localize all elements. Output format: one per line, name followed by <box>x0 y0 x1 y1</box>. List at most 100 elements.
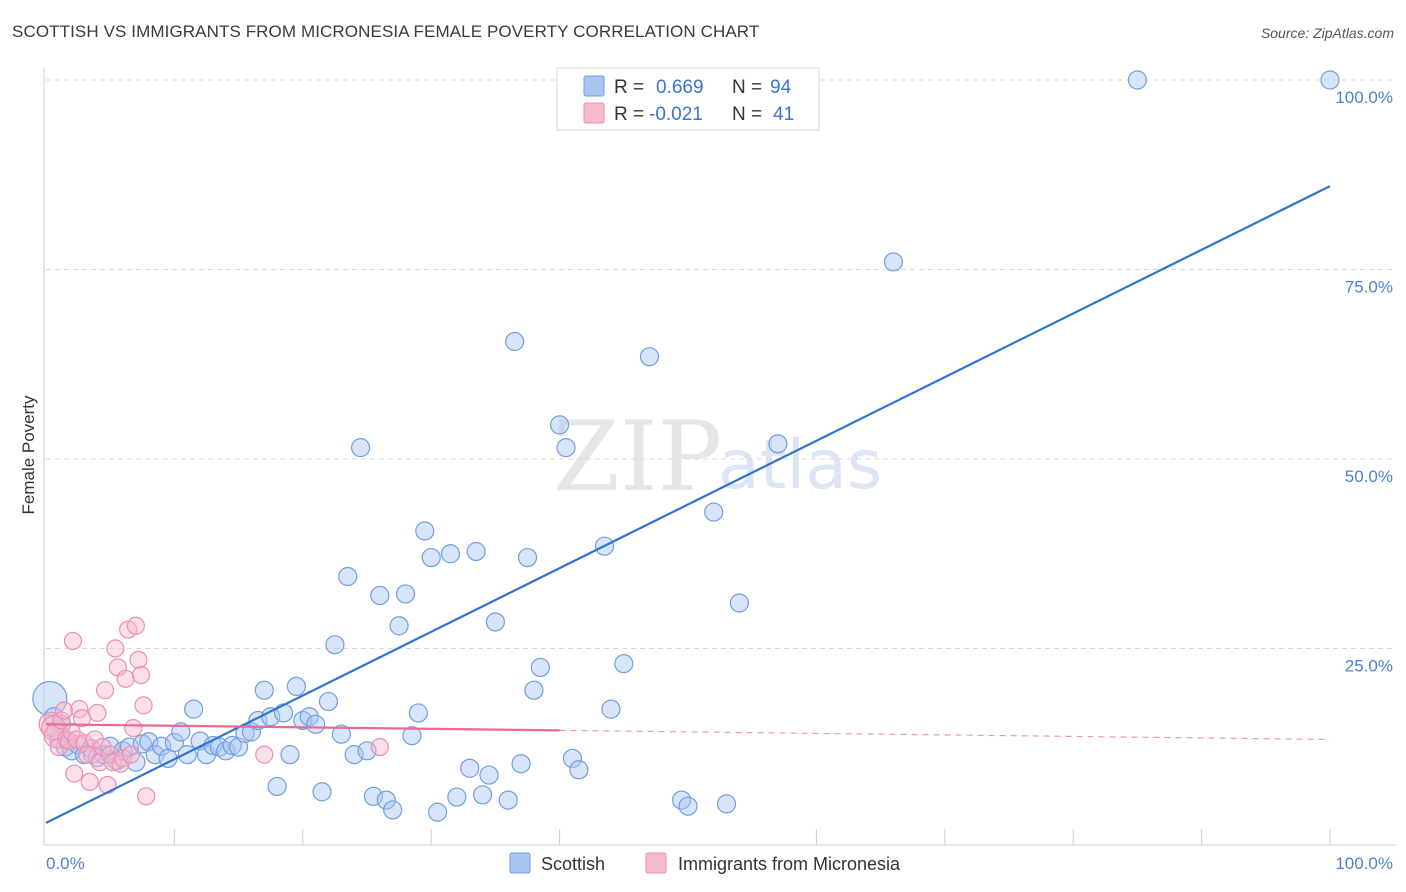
point-micronesia <box>129 650 148 669</box>
point-scottish <box>678 796 698 816</box>
point-micronesia <box>93 737 112 757</box>
point-scottish <box>511 754 531 774</box>
bottom-legend-scottish: Scottish <box>541 854 605 874</box>
x-tick-labels: 0.0% 100.0% <box>46 854 1393 873</box>
point-scottish <box>639 347 660 367</box>
legend-n-label-1: N = <box>732 77 762 98</box>
point-scottish <box>32 680 68 717</box>
point-micronesia <box>137 787 156 806</box>
point-scottish <box>216 741 236 761</box>
point-scottish <box>556 438 576 458</box>
point-scottish <box>479 765 499 785</box>
point-scottish <box>498 790 518 810</box>
trend-lines <box>45 185 1331 824</box>
point-scottish <box>312 782 332 802</box>
point-scottish <box>704 502 724 522</box>
correlation-legend: R = 0.669 N = 94 R = -0.021 N = 41 <box>556 67 820 131</box>
point-scottish <box>370 585 390 606</box>
point-micronesia <box>103 753 122 772</box>
watermark-zip: ZIP <box>553 401 722 513</box>
y-tick-labels: 25.0% 50.0% 75.0% 100.0% <box>1335 88 1393 676</box>
legend-r-label-1: R = <box>614 77 644 98</box>
y-tick-label: 25.0% <box>1345 657 1393 676</box>
bottom-legend-swatch-micronesia <box>645 852 667 874</box>
point-scottish <box>1127 70 1148 90</box>
point-scottish <box>485 612 505 632</box>
legend-n-value-1: 94 <box>770 77 792 98</box>
point-scottish <box>505 331 525 352</box>
point-scottish <box>562 748 583 769</box>
point-scottish <box>530 657 550 678</box>
source-credit: Source: ZipAtlas.com <box>1260 25 1394 41</box>
point-scottish <box>350 438 371 458</box>
point-scottish <box>318 691 339 712</box>
point-scottish <box>614 654 634 674</box>
point-micronesia <box>49 737 68 757</box>
point-scottish <box>151 736 172 756</box>
point-scottish <box>280 745 300 765</box>
point-scottish <box>331 724 351 744</box>
point-scottish <box>466 541 486 562</box>
point-micronesia <box>98 775 117 795</box>
axes <box>43 68 1396 846</box>
point-scottish <box>883 252 904 272</box>
point-scottish <box>524 680 544 700</box>
point-micronesia <box>131 665 151 685</box>
point-scottish <box>460 758 480 778</box>
bottom-legend-micronesia: Immigrants from Micronesia <box>678 854 901 874</box>
point-scottish <box>344 745 364 765</box>
gridlines <box>46 79 1396 649</box>
point-scottish <box>569 760 589 780</box>
point-micronesia <box>255 745 274 764</box>
point-scottish <box>440 544 461 564</box>
point-scottish <box>286 676 306 697</box>
point-scottish <box>325 635 345 655</box>
series-scottish <box>32 70 1340 822</box>
legend-swatch-micronesia <box>583 102 605 124</box>
point-scottish <box>447 787 467 807</box>
point-micronesia <box>54 701 74 720</box>
point-micronesia <box>90 753 110 772</box>
point-micronesia <box>80 772 99 792</box>
y-tick-label: 50.0% <box>1345 467 1393 486</box>
legend-r-value-1: 0.669 <box>656 77 704 98</box>
y-tick-label: 75.0% <box>1345 278 1393 297</box>
point-scottish <box>601 699 621 719</box>
point-micronesia <box>134 696 153 715</box>
point-scottish <box>363 786 384 806</box>
point-scottish <box>402 726 422 746</box>
bottom-legend-swatch-scottish <box>509 852 531 874</box>
point-scottish <box>383 800 403 820</box>
point-scottish <box>549 415 570 435</box>
point-scottish <box>768 434 788 454</box>
point-scottish <box>376 790 396 810</box>
legend-r-label-2: R = <box>614 104 644 125</box>
point-scottish <box>299 707 319 727</box>
watermark-atlas: atlas <box>718 426 882 505</box>
point-micronesia <box>126 616 145 635</box>
point-scottish <box>184 699 204 719</box>
point-micronesia <box>65 764 84 783</box>
point-micronesia <box>106 639 125 658</box>
point-scottish <box>428 802 448 822</box>
point-scottish <box>222 735 242 756</box>
point-scottish <box>389 616 409 636</box>
legend-n-value-2: 41 <box>773 104 794 125</box>
point-scottish <box>408 703 428 723</box>
legend-swatch-scottish <box>583 75 605 97</box>
point-micronesia <box>95 681 115 700</box>
point-micronesia <box>370 737 389 757</box>
series-micronesia <box>38 616 389 806</box>
y-axis-label: Female Poverty <box>19 395 38 515</box>
legend-n-label-2: N = <box>732 104 762 125</box>
chart-title: SCOTTISH VS IMMIGRANTS FROM MICRONESIA F… <box>12 22 760 41</box>
point-micronesia <box>63 631 83 651</box>
point-micronesia <box>124 718 143 738</box>
series-legend: Scottish Immigrants from Micronesia <box>509 852 901 874</box>
trend-extension-micronesia <box>559 729 1331 741</box>
legend-r-value-2: -0.021 <box>649 104 703 125</box>
point-scottish <box>395 584 416 604</box>
point-scottish <box>338 566 358 587</box>
point-micronesia <box>88 703 107 723</box>
